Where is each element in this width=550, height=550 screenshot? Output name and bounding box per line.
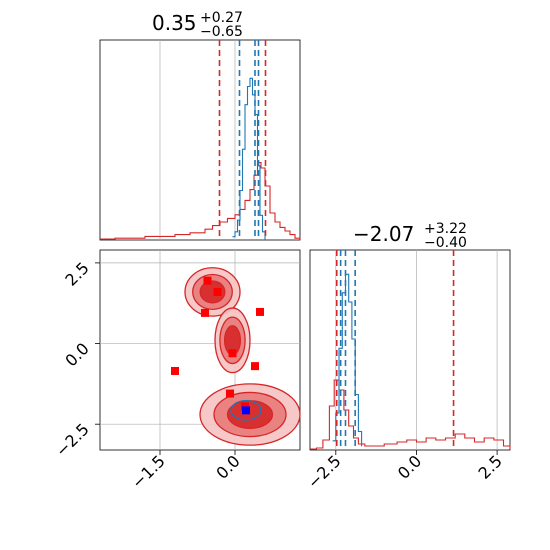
scatter-2d-panel: −1.5 0.0 2.5 0.0 −2.5	[52, 249, 301, 492]
title-param2-median: −2.07	[353, 222, 414, 246]
red-point	[171, 366, 179, 375]
blue-contour	[230, 399, 262, 421]
title-param1-plus: +0.27	[200, 10, 243, 26]
y-tick-label: −2.5	[52, 420, 93, 461]
density-contour	[199, 280, 226, 304]
red-point	[256, 307, 264, 316]
title-param2-plus: +3.22	[424, 221, 467, 237]
marginal-histogram-param1: 0.35 +0.27 −0.65	[99, 10, 301, 241]
marginal-histogram-param2: −2.5 0.0 2.5 −2.07 +3.22 −0.40	[304, 221, 511, 492]
red-point	[251, 362, 259, 371]
blue-point	[242, 406, 250, 415]
red-point	[226, 389, 234, 398]
title-param1-minus: −0.65	[200, 24, 243, 40]
x-tick-label: 0.0	[394, 451, 425, 482]
red-point	[228, 349, 237, 358]
red-point	[213, 287, 222, 296]
red-point	[203, 276, 212, 285]
y-tick-label: 2.5	[61, 258, 92, 289]
y-tick-label: 0.0	[61, 339, 92, 370]
title-param2-minus: −0.40	[424, 235, 467, 251]
x-tick-label: 0.0	[212, 451, 243, 482]
blue-histogram-series	[232, 77, 266, 240]
title-param1-median: 0.35	[152, 11, 197, 35]
blue-histogram-series	[332, 273, 363, 447]
red-histogram-series	[100, 162, 301, 240]
x-tick-label: −2.5	[304, 451, 345, 492]
red-histogram-series	[310, 379, 511, 450]
x-tick-label: 2.5	[474, 451, 505, 482]
x-tick-label: −1.5	[128, 451, 169, 492]
red-point	[201, 308, 209, 317]
